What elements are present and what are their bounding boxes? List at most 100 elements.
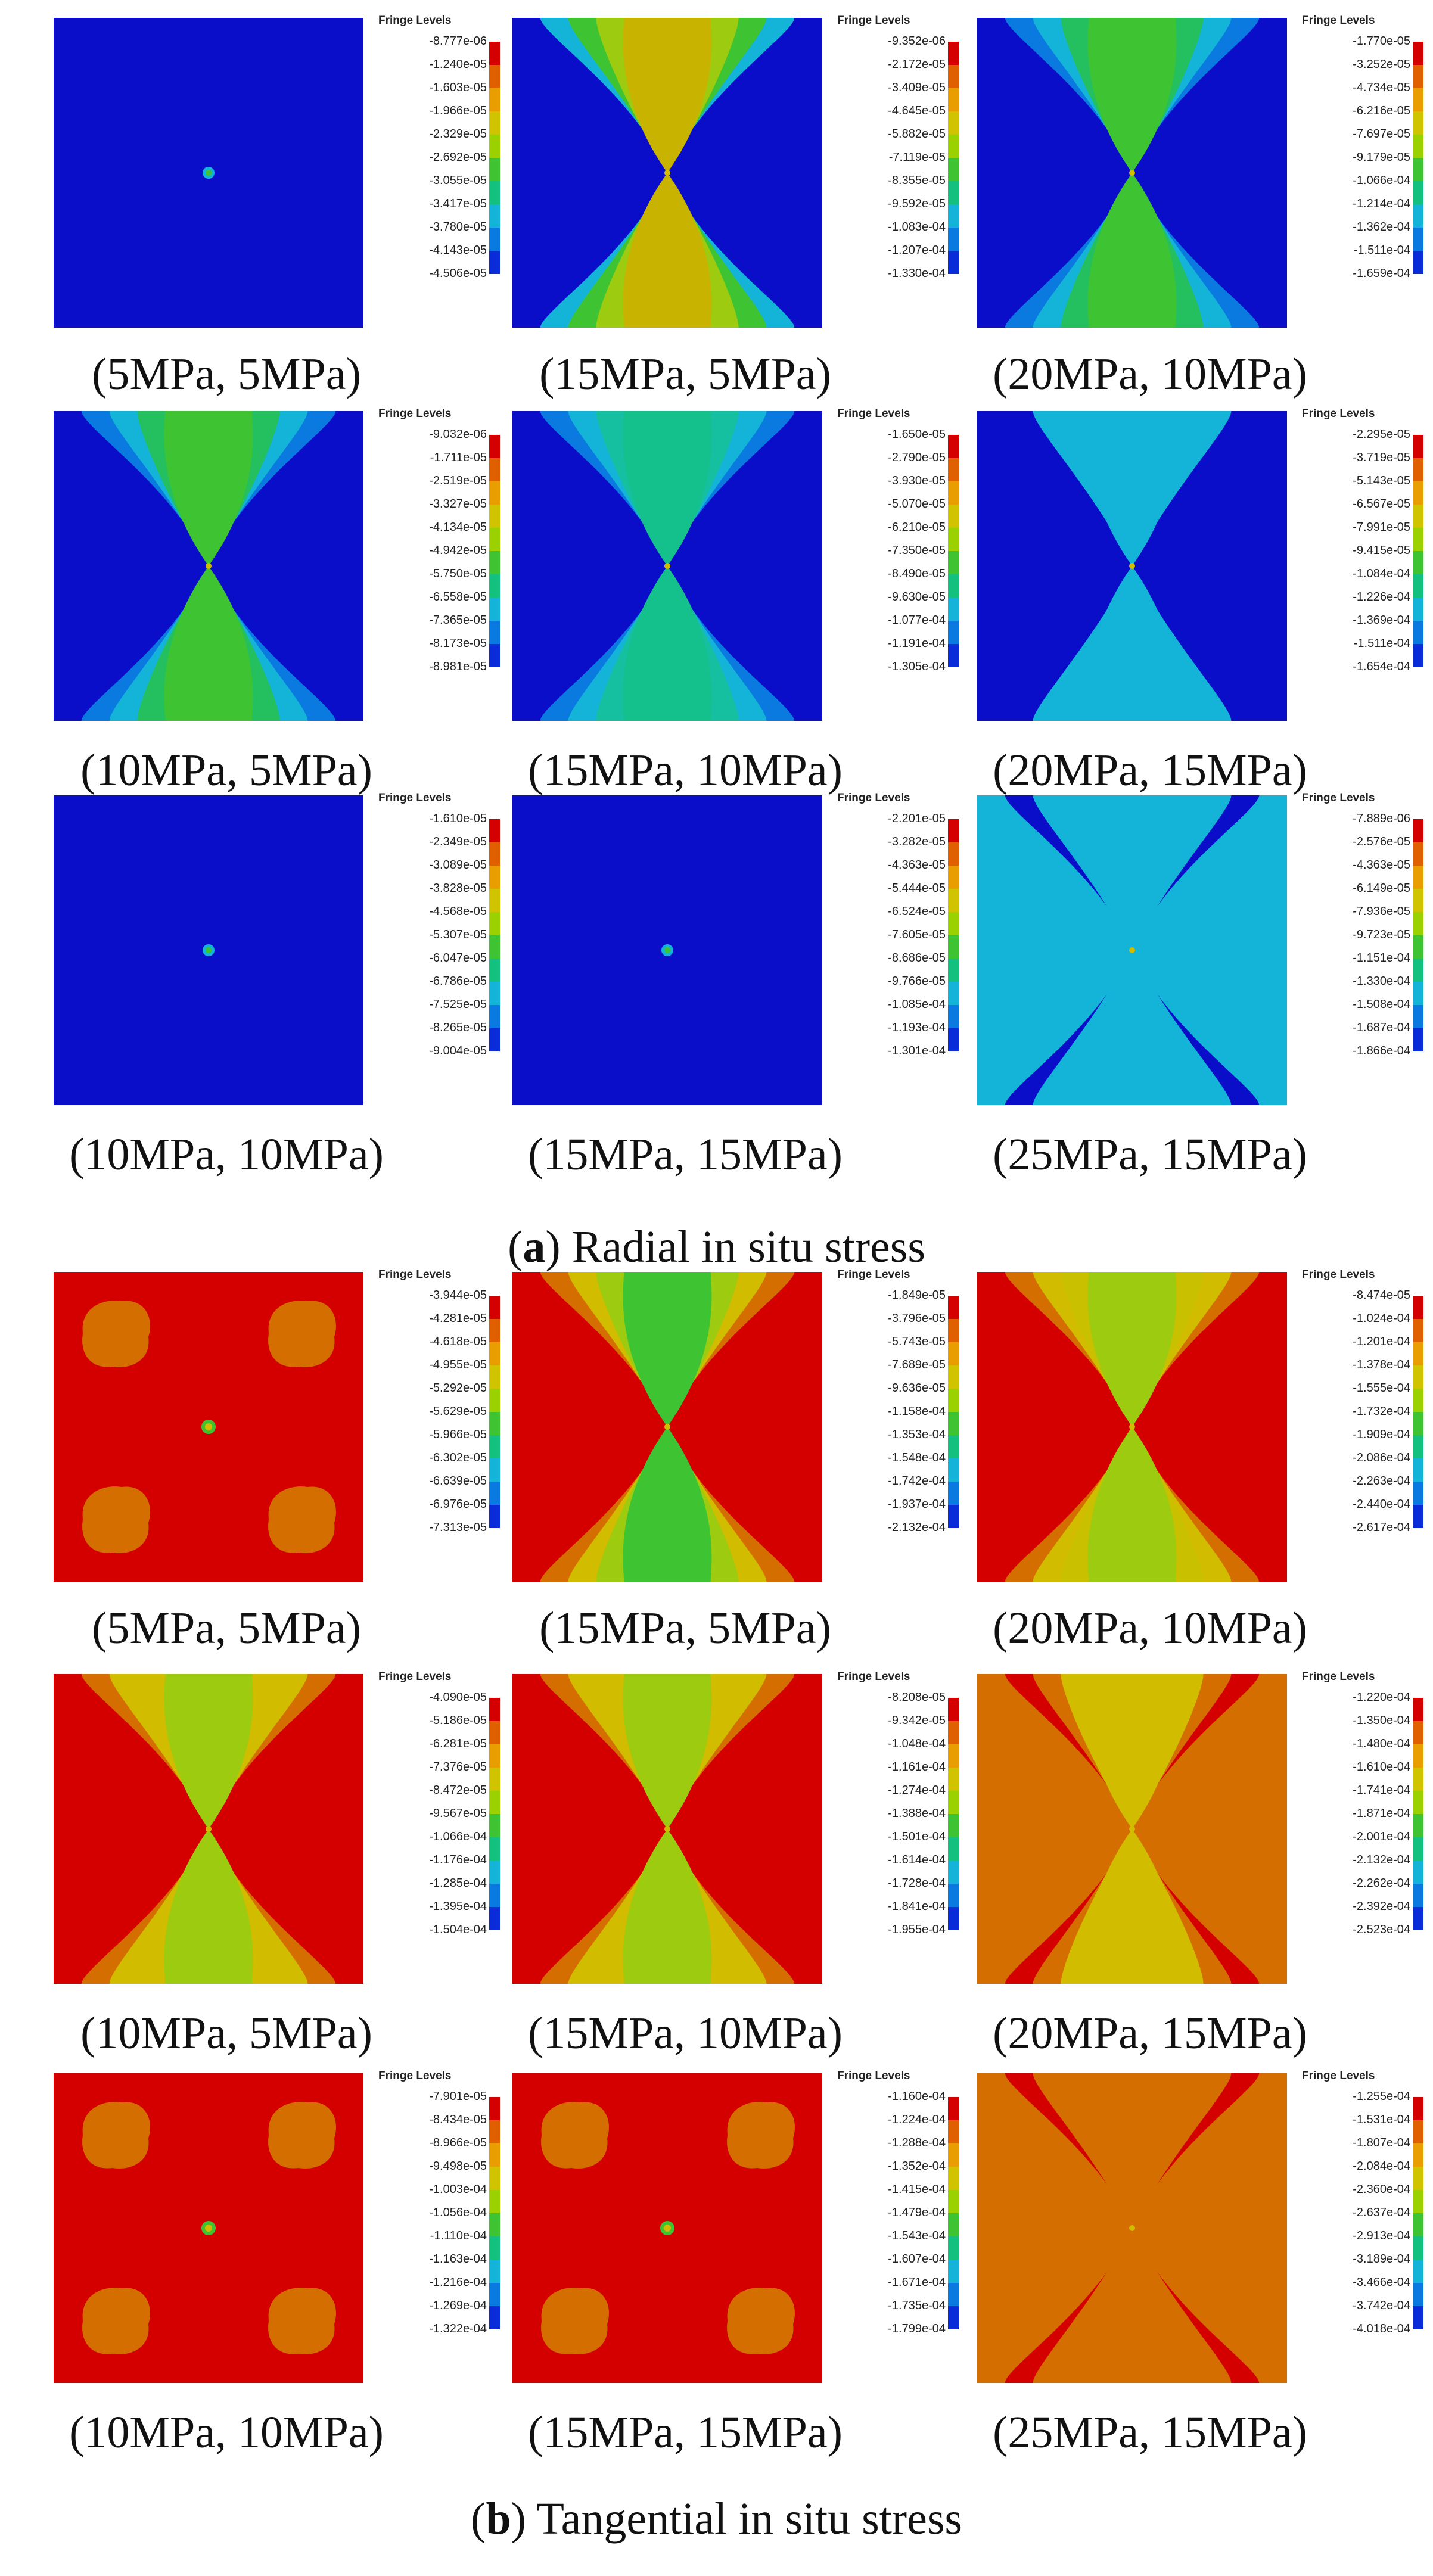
legend-value: -4.955e-05 (429, 1358, 487, 1371)
legend-value: -2.519e-05 (429, 474, 487, 487)
legend-value: -1.083e-04 (888, 220, 946, 234)
legend-color-swatch (948, 458, 959, 481)
legend-value: -1.369e-04 (1353, 614, 1410, 627)
legend-value: -4.018e-04 (1353, 2322, 1410, 2335)
legend-value: -2.086e-04 (1353, 1451, 1410, 1464)
legend-color-swatch (489, 1389, 500, 1412)
legend-value: -6.149e-05 (1353, 882, 1410, 895)
fringe-legend: Fringe Levels -3.944e-05 -4.281e-05 -4.618e… (378, 1268, 503, 1582)
contour-plot (977, 411, 1287, 721)
legend-color-swatch (948, 1319, 959, 1342)
borehole-core (206, 947, 212, 953)
legend-color-swatch (948, 65, 959, 88)
legend-color-swatch (489, 228, 500, 251)
stress-blob (727, 2102, 795, 2169)
legend-value: -1.285e-04 (429, 1877, 487, 1890)
legend-value: -4.645e-05 (888, 104, 946, 117)
legend-color-swatch (489, 1907, 500, 1930)
legend-value: -1.415e-04 (888, 2183, 946, 2196)
legend-value: -5.444e-05 (888, 882, 946, 895)
legend-color-swatch (489, 621, 500, 644)
legend-value: -1.711e-05 (430, 451, 487, 464)
legend-color-swatch (489, 435, 500, 458)
legend-color-swatch (1413, 1721, 1423, 1744)
fringe-legend: Fringe Levels -1.610e-05 -2.349e-05 -3.089e… (378, 792, 503, 1105)
legend-value: -1.650e-05 (888, 428, 946, 441)
legend-title: Fringe Levels (378, 1670, 452, 1683)
legend-value: -1.274e-04 (888, 1784, 946, 1797)
panel-caption: (15MPa, 10MPa) (528, 745, 843, 795)
legend-value: -7.350e-05 (888, 544, 946, 557)
legend-color-swatch (948, 889, 959, 912)
legend-value: -2.201e-05 (888, 812, 946, 825)
legend-value: -1.543e-04 (888, 2229, 946, 2242)
legend-color-swatch (1413, 458, 1423, 481)
legend-value: -3.719e-05 (1353, 451, 1410, 464)
legend-color-swatch (489, 458, 500, 481)
legend-value: -2.692e-05 (429, 151, 487, 164)
legend-color-swatch (1413, 1907, 1423, 1930)
legend-value: -9.592e-05 (888, 197, 946, 210)
contour-plot (54, 1272, 363, 1582)
legend-title: Fringe Levels (378, 792, 452, 804)
legend-value: -1.160e-04 (888, 2090, 946, 2103)
legend-color-swatch (489, 574, 500, 598)
legend-value: -1.056e-04 (429, 2206, 487, 2219)
legend-value: -9.179e-05 (1353, 151, 1410, 164)
legend-color-swatch (489, 1296, 500, 1319)
legend-color-swatch (948, 158, 959, 181)
legend-color-swatch (1413, 1458, 1423, 1482)
legend-value: -1.909e-04 (1353, 1428, 1410, 1441)
legend-color-swatch (948, 1505, 959, 1528)
legend-value: -6.786e-05 (429, 975, 487, 988)
legend-value: -1.378e-04 (1353, 1358, 1410, 1371)
legend-color-swatch (948, 1721, 959, 1744)
legend-color-swatch (489, 644, 500, 667)
legend-color-swatch (489, 2097, 500, 2120)
legend-value: -1.607e-04 (888, 2253, 946, 2266)
legend-title: Fringe Levels (378, 2070, 452, 2082)
legend-value: -2.440e-04 (1353, 1498, 1410, 1511)
legend-value: -1.214e-04 (1353, 197, 1410, 210)
legend-color-swatch (948, 181, 959, 204)
legend-color-swatch (948, 2283, 959, 2306)
legend-value: -5.070e-05 (888, 497, 946, 511)
legend-value: -6.976e-05 (429, 1498, 487, 1511)
legend-color-swatch (948, 982, 959, 1005)
legend-color-swatch (489, 889, 500, 912)
legend-value: -7.365e-05 (429, 614, 487, 627)
legend-value: -1.084e-04 (1353, 567, 1410, 580)
legend-color-swatch (489, 1005, 500, 1028)
panel-caption: (15MPa, 5MPa) (539, 1603, 831, 1653)
legend-color-swatch (489, 1505, 500, 1528)
fringe-legend: Fringe Levels -9.352e-06 -2.172e-05 -3.409e… (837, 14, 962, 328)
legend-value: -1.659e-04 (1353, 267, 1410, 280)
legend-color-swatch (1413, 574, 1423, 598)
legend-value: -8.474e-05 (1353, 1289, 1410, 1302)
legend-color-swatch (948, 2260, 959, 2283)
stress-blob (82, 1486, 150, 1553)
legend-value: -8.686e-05 (888, 951, 946, 965)
legend-color-swatch (1413, 2306, 1423, 2329)
legend-value: -2.262e-04 (1353, 1877, 1410, 1890)
legend-value: -1.849e-05 (888, 1289, 946, 1302)
legend-value: -1.352e-04 (888, 2160, 946, 2173)
legend-color-swatch (489, 551, 500, 574)
legend-value: -7.313e-05 (429, 1521, 487, 1534)
legend-value: -2.295e-05 (1353, 428, 1410, 441)
legend-color-swatch (948, 819, 959, 842)
legend-value: -2.576e-05 (1353, 835, 1410, 848)
section-title: (a) Radial in situ stress (508, 1222, 925, 1272)
legend-value: -9.723e-05 (1353, 928, 1410, 941)
stress-blob (268, 2102, 336, 2169)
legend-color-swatch (489, 2190, 500, 2213)
fringe-legend: Fringe Levels -2.201e-05 -3.282e-05 -4.363e… (837, 792, 962, 1105)
legend-color-swatch (948, 2236, 959, 2260)
legend-color-swatch (1413, 88, 1423, 111)
legend-color-swatch (1413, 2213, 1423, 2236)
panel-caption: (20MPa, 15MPa) (993, 745, 1307, 795)
legend-value: -3.282e-05 (888, 835, 946, 848)
legend-color-swatch (948, 1458, 959, 1482)
legend-value: -5.307e-05 (429, 928, 487, 941)
legend-value: -1.807e-04 (1353, 2136, 1410, 2149)
